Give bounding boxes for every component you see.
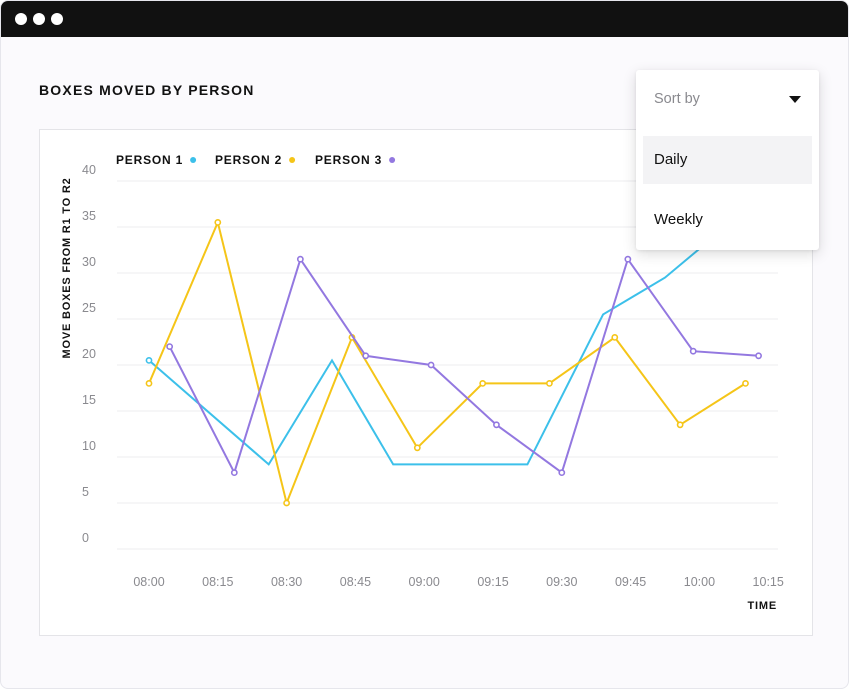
- legend-label: PERSON 1: [116, 153, 183, 167]
- data-point: [479, 379, 487, 387]
- data-point: [166, 343, 174, 350]
- data-point: [624, 255, 632, 263]
- x-tick-label: 08:00: [133, 575, 164, 589]
- data-point: [427, 361, 435, 369]
- line-chart: 0 5 10 15 20 25 30 35 40 08:00 08:15 08:30 08:45 09:0…: [61, 153, 784, 612]
- sort-option-label: Daily: [654, 151, 688, 168]
- y-tick-label: 30: [82, 255, 96, 269]
- series-person-2: [145, 219, 749, 507]
- legend-item[interactable]: PERSON 2: [215, 153, 296, 167]
- y-tick-label: 40: [82, 163, 96, 177]
- y-tick-label: 25: [82, 301, 96, 315]
- y-tick-label: 0: [82, 531, 89, 545]
- legend-color-dot: [389, 157, 396, 163]
- series-line: [148, 219, 747, 507]
- x-tick-label: 10:15: [753, 575, 784, 589]
- x-tick-label: 08:45: [340, 575, 371, 589]
- window-control-dot[interactable]: [15, 13, 27, 25]
- x-tick-label: 08:15: [202, 575, 233, 589]
- legend-item[interactable]: PERSON 3: [315, 153, 396, 167]
- y-tick-label: 5: [82, 485, 89, 499]
- sort-option-daily[interactable]: Daily: [643, 136, 812, 184]
- x-tick-label: 09:30: [546, 575, 577, 589]
- legend-label: PERSON 3: [315, 153, 382, 167]
- data-point: [145, 379, 153, 387]
- sort-by-label: Sort by: [654, 91, 700, 107]
- series-line: [148, 217, 738, 466]
- y-tick-label: 10: [82, 439, 96, 453]
- data-point: [413, 444, 421, 452]
- legend-color-dot: [289, 157, 296, 163]
- sort-option-label: Weekly: [654, 211, 703, 228]
- data-point: [676, 421, 684, 429]
- data-point: [214, 219, 222, 226]
- x-tick-label: 10:00: [684, 575, 715, 589]
- y-tick-label: 20: [82, 347, 96, 361]
- data-point: [742, 379, 749, 387]
- x-tick-label: 08:30: [271, 575, 302, 589]
- window-control-dot[interactable]: [33, 13, 45, 25]
- data-point: [493, 421, 500, 429]
- sort-option-weekly[interactable]: Weekly: [643, 196, 812, 244]
- data-point: [283, 499, 290, 507]
- caret-down-icon: [789, 96, 801, 103]
- data-point: [546, 379, 553, 387]
- data-point: [689, 347, 697, 355]
- data-point: [558, 469, 566, 477]
- x-tick-label: 09:15: [477, 575, 508, 589]
- data-point: [230, 469, 238, 477]
- legend-item[interactable]: PERSON 1: [116, 153, 197, 167]
- series-person-3: [166, 255, 762, 477]
- x-axis-title: TIME: [748, 600, 777, 612]
- data-point: [362, 352, 370, 360]
- data-point: [755, 352, 762, 360]
- y-axis-title: MOVE BOXES FROM R1 TO R2: [61, 178, 73, 359]
- x-tick-label: 09:00: [409, 575, 440, 589]
- page-title: BOXES MOVED BY PERSON: [39, 82, 255, 98]
- y-tick-label: 35: [82, 209, 96, 223]
- legend-label: PERSON 2: [215, 153, 282, 167]
- series-person-1: [145, 217, 738, 466]
- legend-color-dot: [190, 157, 197, 163]
- data-point: [145, 356, 153, 364]
- title-bar: [1, 1, 848, 37]
- window-control-dot[interactable]: [51, 13, 63, 25]
- sort-dropdown-toggle[interactable]: Sort by: [636, 70, 819, 130]
- sort-dropdown[interactable]: Sort by Daily Weekly: [636, 70, 819, 250]
- data-point: [296, 255, 304, 263]
- data-point: [611, 333, 619, 341]
- y-tick-label: 15: [82, 393, 96, 407]
- x-tick-label: 09:45: [615, 575, 646, 589]
- series-line: [168, 256, 759, 476]
